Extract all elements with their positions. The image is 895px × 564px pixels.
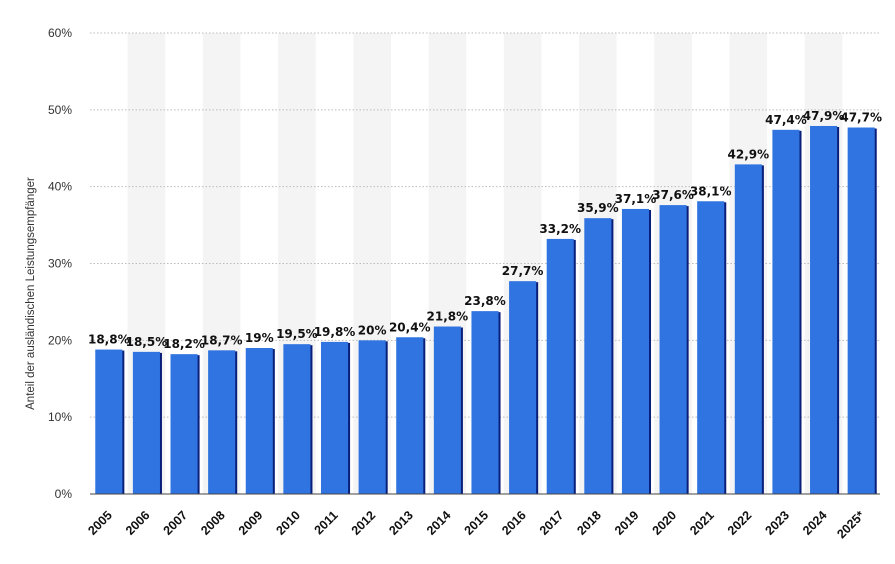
y-tick-label: 50% xyxy=(48,103,72,117)
bar xyxy=(810,125,838,495)
x-tick-label: 2024 xyxy=(800,508,830,538)
bar xyxy=(621,208,650,494)
x-tick-label: 2014 xyxy=(424,508,454,538)
bar xyxy=(509,281,537,494)
x-tick-label: 2009 xyxy=(236,508,266,538)
data-label: 18,5% xyxy=(126,335,168,349)
y-axis-ticks: 0% 10% 20% 30% 40% 50% 60% xyxy=(48,26,72,501)
x-tick-label: 2010 xyxy=(273,508,303,538)
data-label: 18,8% xyxy=(88,333,130,347)
bar xyxy=(734,164,762,494)
x-tick-label: 2011 xyxy=(312,508,341,537)
bar xyxy=(546,238,574,494)
bar xyxy=(433,326,461,494)
bar xyxy=(95,349,123,494)
data-label: 20,4% xyxy=(389,320,431,334)
bar xyxy=(659,205,687,494)
y-tick-label: 30% xyxy=(48,257,72,271)
y-tick-label: 10% xyxy=(48,410,72,424)
x-tick-label: 2017 xyxy=(537,508,567,538)
y-tick-label: 0% xyxy=(55,487,73,501)
bar xyxy=(772,129,800,494)
x-tick-label: 2016 xyxy=(499,508,529,538)
data-label: 37,6% xyxy=(652,188,694,202)
data-label: 47,9% xyxy=(803,109,845,123)
data-label: 21,8% xyxy=(427,310,469,324)
bars xyxy=(95,125,877,495)
bar xyxy=(283,344,311,494)
x-tick-label: 2019 xyxy=(612,508,642,538)
data-label: 33,2% xyxy=(539,222,581,236)
data-label: 42,9% xyxy=(728,147,770,161)
bar xyxy=(471,311,499,494)
x-tick-label: 2008 xyxy=(198,508,228,538)
y-axis-label: Anteil der ausländischen Leistungsempfän… xyxy=(25,177,37,410)
bar xyxy=(697,201,725,494)
data-label: 47,4% xyxy=(765,113,807,127)
bar xyxy=(396,337,424,494)
x-tick-label: 2023 xyxy=(763,508,793,538)
x-tick-label: 2006 xyxy=(123,508,153,538)
x-tick-label: 2025* xyxy=(834,508,867,541)
data-label: 19,8% xyxy=(314,325,356,339)
data-label: 35,9% xyxy=(577,201,619,215)
bar xyxy=(584,218,612,494)
data-label: 19,5% xyxy=(276,327,318,341)
x-tick-label: 2022 xyxy=(725,508,755,538)
bar xyxy=(170,354,198,494)
data-labels: 18,8%18,5%18,2%18,7% 19% 19,5%19,8% 20% 20,4… xyxy=(88,109,882,351)
y-tick-label: 20% xyxy=(48,333,72,347)
bar xyxy=(208,350,236,494)
data-label: 18,7% xyxy=(201,333,243,347)
bar xyxy=(132,351,160,494)
bar xyxy=(245,348,273,494)
y-tick-label: 60% xyxy=(48,26,72,40)
x-tick-label: 2005 xyxy=(85,508,115,538)
data-label: 27,7% xyxy=(502,264,544,278)
data-label: 47,7% xyxy=(840,111,882,125)
bar xyxy=(320,341,349,494)
x-tick-label: 2012 xyxy=(349,508,379,538)
data-label: 23,8% xyxy=(464,294,506,308)
x-tick-label: 2021 xyxy=(687,508,717,538)
bar xyxy=(847,127,875,494)
x-tick-label: 2018 xyxy=(574,508,604,538)
data-label: 18,2% xyxy=(163,337,205,351)
x-tick-label: 2007 xyxy=(161,508,191,538)
bar xyxy=(358,340,386,494)
x-tick-label: 2015 xyxy=(462,508,492,538)
data-label: 37,1% xyxy=(615,192,657,206)
y-tick-label: 40% xyxy=(48,180,72,194)
x-tick-label: 2020 xyxy=(650,508,680,538)
data-label: 20% xyxy=(358,323,387,337)
x-tick-label: 2013 xyxy=(386,508,416,538)
x-axis-ticks: 2005 2006 2007 2008 2009 2010 2011 2012 2013 2014… xyxy=(85,508,867,541)
data-label: 38,1% xyxy=(690,184,732,198)
data-label: 19% xyxy=(245,331,274,345)
